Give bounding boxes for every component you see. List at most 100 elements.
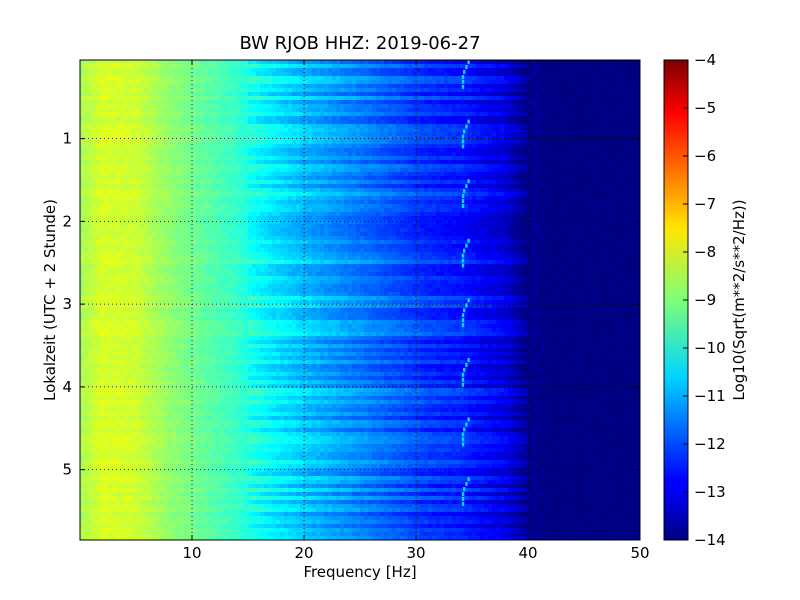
heatmap-cell bbox=[548, 100, 553, 105]
heatmap-cell bbox=[480, 104, 485, 109]
heatmap-cell bbox=[616, 124, 621, 129]
heatmap-cell bbox=[576, 60, 581, 65]
heatmap-cell bbox=[468, 164, 473, 169]
heatmap-cell bbox=[416, 120, 421, 125]
heatmap-cell bbox=[296, 72, 301, 77]
heatmap-cell bbox=[236, 76, 241, 81]
heatmap-cell bbox=[184, 68, 189, 73]
heatmap-cell bbox=[324, 92, 329, 97]
heatmap-cell bbox=[496, 92, 501, 97]
heatmap-cell bbox=[500, 72, 505, 77]
heatmap-cell bbox=[396, 184, 401, 189]
heatmap-cell bbox=[396, 156, 401, 161]
heatmap-cell bbox=[380, 108, 385, 113]
heatmap-cell bbox=[140, 92, 145, 97]
heatmap-cell bbox=[544, 188, 549, 193]
heatmap-cell bbox=[552, 112, 557, 117]
heatmap-cell bbox=[208, 76, 213, 81]
heatmap-cell bbox=[604, 136, 609, 141]
heatmap-cell bbox=[552, 168, 557, 173]
heatmap-cell bbox=[548, 156, 553, 161]
heatmap-cell bbox=[312, 184, 317, 189]
heatmap-cell bbox=[504, 136, 509, 141]
heatmap-cell bbox=[512, 172, 517, 177]
heatmap-cell bbox=[244, 192, 249, 197]
heatmap-cell bbox=[592, 128, 597, 133]
heatmap-cell bbox=[160, 164, 165, 169]
heatmap-cell bbox=[576, 120, 581, 125]
heatmap-cell bbox=[272, 160, 277, 165]
heatmap-cell bbox=[384, 132, 389, 137]
heatmap-cell bbox=[96, 124, 101, 129]
heatmap-cell bbox=[604, 168, 609, 173]
heatmap-cell bbox=[408, 168, 413, 173]
heatmap-cell bbox=[312, 68, 317, 73]
heatmap-cell bbox=[316, 112, 321, 117]
heatmap-cell bbox=[192, 180, 197, 185]
heatmap-cell bbox=[412, 156, 417, 161]
heatmap-cell bbox=[316, 168, 321, 173]
heatmap-cell bbox=[292, 96, 297, 101]
heatmap-cell bbox=[424, 104, 429, 109]
heatmap-cell bbox=[492, 108, 497, 113]
heatmap-cell bbox=[636, 124, 640, 129]
heatmap-cell bbox=[284, 144, 289, 149]
heatmap-cell bbox=[300, 104, 305, 109]
heatmap-cell bbox=[472, 188, 477, 193]
heatmap-cell bbox=[564, 164, 569, 169]
heatmap-cell bbox=[180, 60, 185, 65]
heatmap-cell bbox=[360, 68, 365, 73]
heatmap-cell bbox=[520, 84, 525, 89]
heatmap-cell bbox=[244, 100, 249, 105]
heatmap-cell bbox=[232, 140, 237, 145]
heatmap-cell bbox=[560, 164, 565, 169]
heatmap-cell bbox=[104, 88, 109, 93]
heatmap-cell bbox=[472, 160, 477, 165]
heatmap-cell bbox=[464, 148, 469, 153]
heatmap-cell bbox=[304, 84, 309, 89]
heatmap-cell bbox=[204, 72, 209, 77]
heatmap-cell bbox=[392, 188, 397, 193]
heatmap-cell bbox=[440, 196, 445, 201]
heatmap-cell bbox=[388, 92, 393, 97]
heatmap-cell bbox=[276, 196, 281, 201]
heatmap-cell bbox=[276, 136, 281, 141]
heatmap-cell bbox=[384, 88, 389, 93]
heatmap-cell bbox=[540, 108, 545, 113]
heatmap-cell bbox=[284, 60, 289, 65]
heatmap-cell bbox=[112, 172, 117, 177]
heatmap-cell bbox=[444, 120, 449, 125]
heatmap-cell bbox=[616, 196, 621, 201]
heatmap-cell bbox=[240, 104, 245, 109]
heatmap-cell bbox=[596, 148, 601, 153]
heatmap-cell bbox=[444, 76, 449, 81]
heatmap-cell bbox=[444, 104, 449, 109]
heatmap-cell bbox=[108, 152, 113, 157]
heatmap-cell bbox=[344, 132, 349, 137]
heatmap-cell bbox=[420, 80, 425, 85]
heatmap-cell bbox=[96, 128, 101, 133]
heatmap-cell bbox=[224, 132, 229, 137]
heatmap-cell bbox=[340, 116, 345, 121]
heatmap-cell bbox=[272, 172, 277, 177]
heatmap-cell bbox=[336, 88, 341, 93]
heatmap-cell bbox=[636, 72, 640, 77]
heatmap-cell bbox=[448, 64, 453, 69]
heatmap-cell bbox=[368, 176, 373, 181]
heatmap-cell bbox=[224, 148, 229, 153]
heatmap-cell bbox=[224, 116, 229, 121]
heatmap-cell bbox=[532, 64, 537, 69]
heatmap-cell bbox=[416, 96, 421, 101]
heatmap-cell bbox=[492, 120, 497, 125]
heatmap-cell bbox=[320, 176, 325, 181]
heatmap-cell bbox=[404, 132, 409, 137]
heatmap-cell bbox=[180, 132, 185, 137]
heatmap-cell bbox=[488, 128, 493, 133]
heatmap-cell bbox=[392, 152, 397, 157]
heatmap-cell bbox=[560, 180, 565, 185]
heatmap-cell bbox=[128, 140, 133, 145]
heatmap-cell bbox=[84, 168, 89, 173]
heatmap-cell bbox=[388, 176, 393, 181]
heatmap-cell bbox=[368, 156, 373, 161]
heatmap-cell bbox=[84, 132, 89, 137]
